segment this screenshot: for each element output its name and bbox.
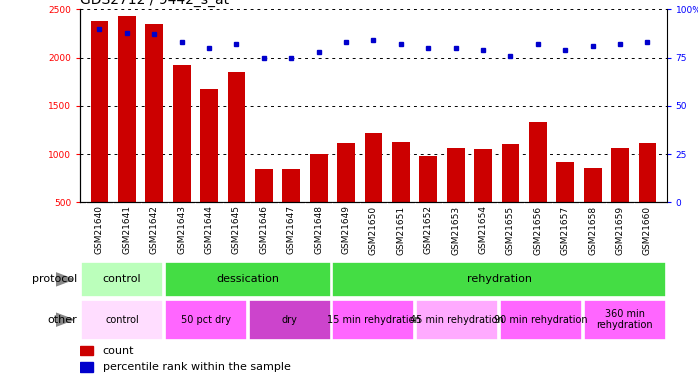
Text: GDS2712 / 9442_s_at: GDS2712 / 9442_s_at xyxy=(80,0,230,7)
FancyBboxPatch shape xyxy=(81,300,163,339)
Bar xyxy=(392,142,410,251)
Text: control: control xyxy=(105,315,139,325)
Bar xyxy=(529,122,547,251)
Text: GSM21646: GSM21646 xyxy=(260,206,268,254)
Bar xyxy=(118,16,135,251)
FancyBboxPatch shape xyxy=(165,262,331,297)
Text: GSM21658: GSM21658 xyxy=(588,206,597,255)
Polygon shape xyxy=(56,313,73,326)
Text: 50 pct dry: 50 pct dry xyxy=(181,315,231,325)
Text: count: count xyxy=(103,346,134,356)
FancyBboxPatch shape xyxy=(500,300,582,339)
FancyBboxPatch shape xyxy=(584,300,666,339)
Text: 15 min rehydration: 15 min rehydration xyxy=(327,315,420,325)
FancyBboxPatch shape xyxy=(332,262,666,297)
Bar xyxy=(447,148,465,251)
Bar xyxy=(310,154,327,251)
Text: GSM21656: GSM21656 xyxy=(533,206,542,255)
Text: GSM21652: GSM21652 xyxy=(424,206,433,254)
Text: 90 min rehydration: 90 min rehydration xyxy=(494,315,588,325)
Bar xyxy=(502,144,519,251)
Bar xyxy=(255,169,273,251)
Text: GSM21649: GSM21649 xyxy=(341,206,350,254)
Bar xyxy=(80,346,93,355)
Text: protocol: protocol xyxy=(31,274,77,284)
Text: 45 min rehydration: 45 min rehydration xyxy=(410,315,504,325)
Bar xyxy=(639,143,656,251)
Text: other: other xyxy=(47,315,77,325)
Text: percentile rank within the sample: percentile rank within the sample xyxy=(103,362,290,372)
Text: GSM21641: GSM21641 xyxy=(122,206,131,254)
Text: 360 min
rehydration: 360 min rehydration xyxy=(596,309,653,330)
Polygon shape xyxy=(56,273,73,286)
Text: GSM21644: GSM21644 xyxy=(205,206,214,254)
Text: dry: dry xyxy=(282,315,297,325)
FancyBboxPatch shape xyxy=(81,262,163,297)
Text: GSM21642: GSM21642 xyxy=(150,206,158,254)
Text: GSM21640: GSM21640 xyxy=(95,206,104,254)
Bar xyxy=(419,156,437,251)
Text: GSM21647: GSM21647 xyxy=(287,206,296,254)
Text: GSM21651: GSM21651 xyxy=(396,206,406,255)
Text: GSM21659: GSM21659 xyxy=(616,206,625,255)
Bar xyxy=(91,21,108,251)
Bar xyxy=(584,168,602,251)
Text: GSM21645: GSM21645 xyxy=(232,206,241,254)
Text: GSM21650: GSM21650 xyxy=(369,206,378,255)
Text: dessication: dessication xyxy=(216,274,279,284)
Text: rehydration: rehydration xyxy=(466,274,532,284)
FancyBboxPatch shape xyxy=(416,300,498,339)
Bar xyxy=(200,88,218,251)
Text: GSM21654: GSM21654 xyxy=(479,206,487,254)
Bar xyxy=(145,24,163,251)
Bar xyxy=(172,65,191,251)
Text: GSM21660: GSM21660 xyxy=(643,206,652,255)
Bar xyxy=(474,149,492,251)
Bar xyxy=(228,72,245,251)
Bar xyxy=(282,169,300,251)
Bar xyxy=(364,133,383,251)
Bar xyxy=(80,362,93,372)
Text: GSM21657: GSM21657 xyxy=(560,206,570,255)
Text: GSM21643: GSM21643 xyxy=(177,206,186,254)
Text: GSM21648: GSM21648 xyxy=(314,206,323,254)
FancyBboxPatch shape xyxy=(248,300,331,339)
Bar xyxy=(556,162,574,251)
Bar xyxy=(337,142,355,251)
Text: GSM21653: GSM21653 xyxy=(451,206,460,255)
Text: GSM21655: GSM21655 xyxy=(506,206,515,255)
Text: control: control xyxy=(103,274,142,284)
Bar xyxy=(611,148,629,251)
FancyBboxPatch shape xyxy=(332,300,415,339)
FancyBboxPatch shape xyxy=(165,300,247,339)
